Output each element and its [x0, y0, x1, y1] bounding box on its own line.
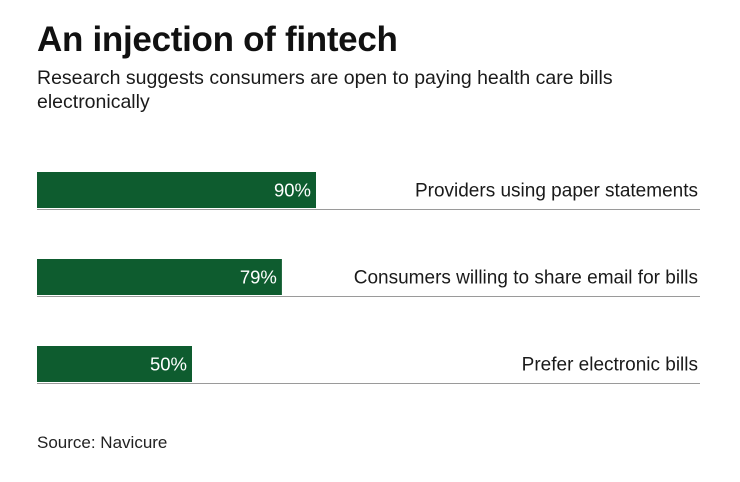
bar-row: 90% Providers using paper statements: [37, 172, 700, 210]
bar: [37, 346, 192, 382]
bar-row: 50% Prefer electronic bills: [37, 346, 700, 384]
bar-value-label: 50%: [150, 354, 187, 375]
category-label: Consumers willing to share email for bil…: [354, 268, 698, 289]
chart-subtitle: Research suggests consumers are open to …: [37, 67, 613, 113]
bars-layer: 90% Providers using paper statements 79% Co…: [37, 172, 700, 384]
category-label: Providers using paper statements: [415, 181, 698, 202]
source-note: Source: Navicure: [37, 433, 168, 452]
category-label: Prefer electronic bills: [522, 355, 698, 376]
bar-value-label: 79%: [240, 267, 277, 288]
chart-title: An injection of fintech: [37, 20, 398, 59]
bar-row: 79% Consumers willing to share email for …: [37, 259, 700, 297]
bar-value-label: 90%: [274, 180, 311, 201]
bar: [37, 259, 282, 295]
bar: [37, 172, 316, 208]
